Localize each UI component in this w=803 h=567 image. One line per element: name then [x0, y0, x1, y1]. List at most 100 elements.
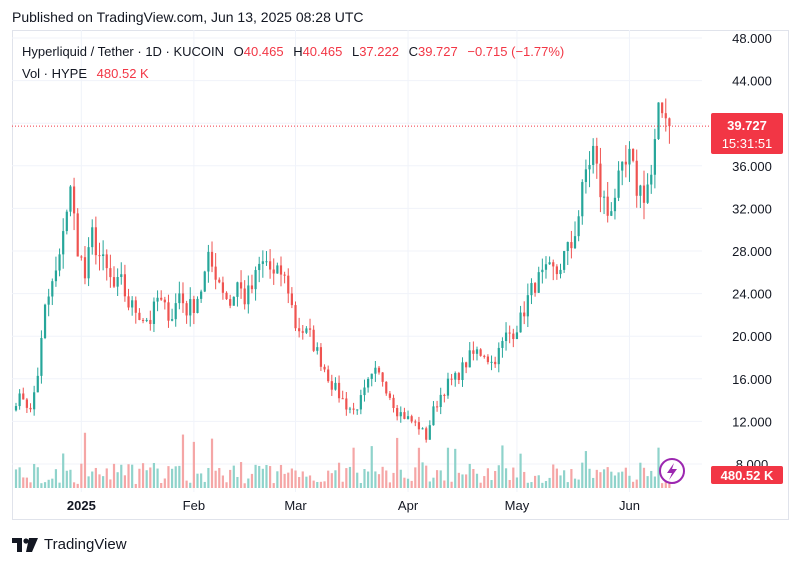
x-tick-label: 2025	[67, 498, 96, 513]
open-label: O	[233, 44, 244, 59]
candle-body	[181, 293, 185, 304]
volume-bar	[189, 482, 192, 488]
candle-body	[406, 416, 410, 419]
x-tick-label: Apr	[398, 498, 419, 513]
candle-body	[312, 329, 315, 351]
candle-body	[127, 296, 130, 308]
candle-body	[247, 285, 250, 305]
volume-bar	[203, 481, 206, 488]
candle-body	[595, 145, 598, 164]
candle-body	[94, 227, 97, 256]
symbol-name[interactable]: Hyperliquid / Tether · 1D · KUCOIN	[22, 44, 225, 59]
volume-bar	[428, 481, 431, 488]
open-value: 40.465	[243, 44, 284, 59]
candle-body	[537, 272, 540, 293]
candle-body	[40, 337, 43, 376]
candle-body	[294, 305, 297, 329]
volume-bar	[359, 482, 362, 488]
volume-bar	[112, 463, 116, 488]
volume-bar	[141, 463, 145, 488]
candle-body	[385, 381, 388, 394]
candle-body	[152, 301, 156, 324]
candle-body	[490, 361, 493, 363]
volume-bar	[305, 476, 308, 488]
candle-body	[290, 293, 293, 306]
last-price-badge	[711, 113, 783, 154]
volume-bar	[163, 478, 166, 488]
volume-badge-value: 480.52 K	[721, 468, 774, 483]
volume-bar	[47, 479, 50, 488]
candle-body	[610, 211, 613, 216]
volume-bar	[330, 473, 333, 488]
volume-bar	[298, 477, 301, 488]
volume-bar	[94, 467, 97, 488]
volume-bar	[566, 482, 569, 488]
volume-bar	[417, 447, 421, 488]
volume-bar	[610, 471, 613, 488]
low-value: 37.222	[359, 44, 399, 59]
price-chart[interactable]: 8.00012.00016.00020.00024.00028.00032.00…	[12, 30, 789, 520]
candle-body	[287, 275, 290, 294]
candle-body	[443, 394, 446, 396]
volume-bar	[457, 472, 460, 488]
candle-body	[33, 392, 36, 410]
y-tick-label: 24.000	[732, 287, 772, 302]
candle-body	[552, 262, 555, 267]
candle-body	[269, 261, 272, 270]
candle-body	[566, 242, 569, 251]
volume-bar	[406, 478, 410, 488]
volume-bar	[229, 469, 232, 488]
candle-body	[141, 319, 145, 321]
volume-bar	[120, 464, 123, 488]
volume-bar	[483, 476, 486, 488]
high-label: H	[293, 44, 303, 59]
volume-bar	[595, 469, 598, 488]
candle-body	[374, 367, 377, 374]
volume-bar	[559, 475, 562, 488]
volume-bar	[40, 483, 43, 488]
candle-body	[523, 312, 526, 317]
volume-bar	[541, 482, 544, 488]
candle-body	[330, 381, 333, 390]
candle-body	[250, 285, 254, 290]
x-tick-label: Mar	[284, 498, 307, 513]
candle-body	[98, 255, 101, 257]
volume-bar	[552, 464, 555, 488]
volume-bar	[555, 468, 558, 488]
candle-body	[87, 247, 90, 279]
volume-bar	[504, 468, 508, 488]
volume-bar	[642, 467, 646, 488]
volume-bar	[334, 470, 337, 488]
volume-bar	[102, 476, 105, 488]
volume-legend: Vol · HYPE 480.52 K	[22, 66, 149, 81]
chart-grid	[12, 30, 702, 492]
volume-bar	[523, 471, 526, 488]
candle-body	[530, 283, 533, 296]
volume-bar	[218, 468, 221, 488]
candle-body	[327, 369, 330, 382]
volume-bar	[573, 478, 577, 488]
candle-body	[472, 350, 475, 354]
volume-bar	[134, 483, 137, 488]
candle-body	[109, 268, 112, 278]
volume-bar	[192, 441, 195, 488]
volume-bar	[588, 468, 591, 488]
volume-bar	[131, 464, 134, 488]
volume-bar	[116, 472, 119, 488]
candle-body	[308, 328, 312, 330]
candle-body	[588, 164, 591, 170]
tradingview-footer[interactable]: TradingView	[12, 536, 127, 553]
x-tick-label: Feb	[183, 498, 205, 513]
candle-body	[414, 421, 417, 423]
volume-bar	[613, 475, 617, 488]
candle-body	[120, 274, 123, 278]
volume-bar	[414, 467, 417, 488]
candle-body	[504, 332, 508, 342]
candle-body	[272, 269, 275, 274]
volume-bar	[363, 469, 366, 488]
volume-bar	[628, 475, 631, 488]
flash-icon[interactable]	[659, 458, 685, 484]
volume-bar	[269, 466, 272, 488]
candle-body	[29, 407, 32, 410]
volume-bar	[508, 479, 511, 488]
